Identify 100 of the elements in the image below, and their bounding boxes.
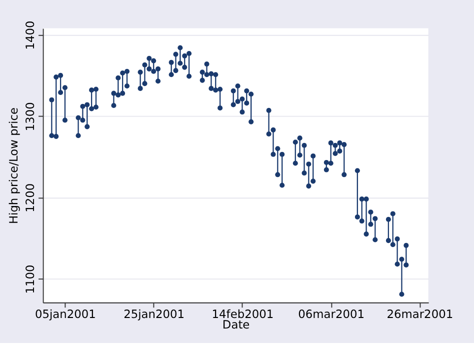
point <box>49 133 54 138</box>
point <box>359 196 364 202</box>
point <box>328 140 334 146</box>
point <box>404 242 409 248</box>
point <box>213 88 218 93</box>
point <box>244 100 250 106</box>
point <box>76 133 81 138</box>
point <box>84 124 90 130</box>
point <box>368 210 374 215</box>
point <box>342 142 347 148</box>
y-axis-title: High price/Low price <box>6 108 21 224</box>
point <box>146 66 152 72</box>
y-tick-label: 1400 <box>22 20 37 50</box>
point <box>89 106 94 112</box>
point <box>173 68 178 74</box>
x-tick-label: 25jan2001 <box>124 307 185 322</box>
point <box>142 81 148 86</box>
point <box>394 262 400 267</box>
point <box>332 151 338 156</box>
y-tick-label: 1300 <box>22 102 37 132</box>
point <box>120 70 126 76</box>
point <box>156 78 161 84</box>
point <box>354 214 360 220</box>
point <box>359 218 364 224</box>
point <box>394 236 400 242</box>
point <box>58 90 64 96</box>
point <box>399 292 404 297</box>
point <box>111 90 116 96</box>
point <box>324 160 329 165</box>
point <box>168 72 174 78</box>
point <box>306 184 312 189</box>
point <box>248 92 254 97</box>
point <box>182 64 188 70</box>
point <box>235 98 240 104</box>
point <box>328 160 334 166</box>
point <box>76 115 81 120</box>
point <box>186 50 192 56</box>
point <box>80 118 86 123</box>
point <box>354 168 360 174</box>
point <box>138 86 143 91</box>
point <box>386 238 391 244</box>
point <box>235 83 240 89</box>
point <box>142 62 148 68</box>
point <box>332 142 338 148</box>
point <box>372 216 378 222</box>
point <box>151 58 156 64</box>
point <box>324 167 329 172</box>
point <box>49 97 54 102</box>
point <box>151 68 156 74</box>
point <box>302 142 307 148</box>
point <box>297 152 302 158</box>
point <box>386 216 391 222</box>
point <box>230 88 236 94</box>
point <box>84 102 90 108</box>
point <box>292 140 298 145</box>
point <box>399 256 404 262</box>
point <box>204 72 210 78</box>
point <box>280 182 285 188</box>
point <box>240 110 245 115</box>
point <box>62 118 68 123</box>
point <box>208 86 214 91</box>
point <box>337 140 342 146</box>
point <box>310 153 316 158</box>
point <box>270 127 276 132</box>
point <box>292 160 298 166</box>
point <box>266 108 272 113</box>
x-tick-label: 05jan2001 <box>34 307 96 322</box>
point <box>156 66 161 72</box>
x-tick-label: 26mar2001 <box>386 307 454 322</box>
point <box>310 178 316 184</box>
point <box>62 85 68 90</box>
point <box>218 105 223 110</box>
point <box>116 92 121 98</box>
point <box>93 86 99 92</box>
point <box>297 136 302 141</box>
point <box>364 232 369 237</box>
y-tick-label: 1200 <box>22 183 37 212</box>
point <box>240 96 245 102</box>
point <box>200 78 205 83</box>
point <box>168 60 174 65</box>
y-tick-label: 1100 <box>22 264 37 294</box>
point <box>372 237 378 242</box>
point <box>302 170 307 176</box>
point <box>204 62 210 67</box>
point <box>306 162 312 167</box>
point <box>404 262 409 268</box>
point <box>213 72 218 78</box>
point <box>280 152 285 157</box>
point <box>368 222 374 227</box>
point <box>390 242 396 248</box>
point <box>58 72 64 78</box>
point <box>266 131 272 137</box>
point <box>270 152 276 157</box>
point <box>218 86 223 92</box>
point <box>244 88 250 94</box>
point <box>93 104 99 110</box>
point <box>186 74 192 79</box>
point <box>337 148 342 154</box>
point <box>138 70 143 75</box>
point <box>182 53 188 58</box>
